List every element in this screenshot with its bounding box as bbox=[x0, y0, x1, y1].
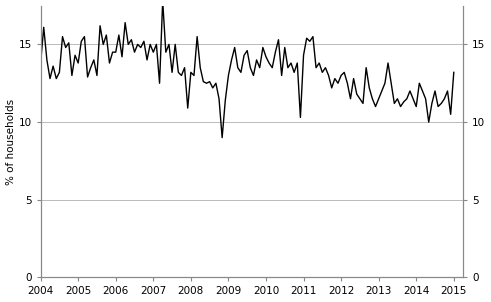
Y-axis label: % of households: % of households bbox=[5, 98, 16, 185]
